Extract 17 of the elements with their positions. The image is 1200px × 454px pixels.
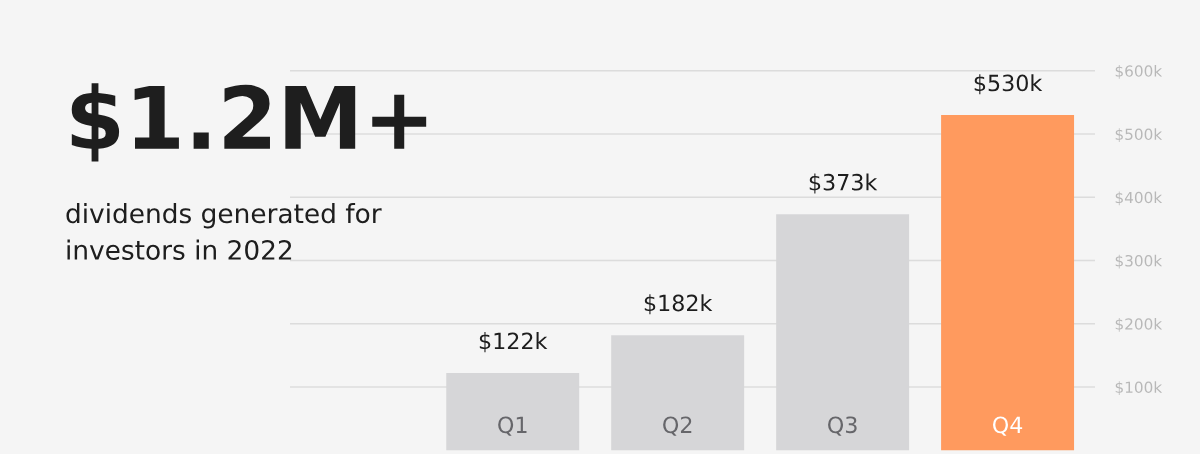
x-tick-label: Q3 [828,416,857,436]
y-tick-label: $100k [1115,381,1163,396]
text: $1.2M+ [71,83,427,162]
data-label: $530k [974,74,1043,95]
text: dividends generated for investors in 2022 [66,202,382,260]
y-tick-label: $500k [1115,128,1163,143]
data-label: $373k [809,173,878,194]
y-tick-label: $200k [1115,317,1163,332]
x-tick-label: Q1 [498,416,527,436]
y-tick-label: $400k [1115,191,1163,206]
data-label: $182k [644,294,713,315]
x-tick-label: Q2 [663,416,692,436]
y-tick-label: $300k [1115,254,1163,269]
y-tick-label: $600k [1115,65,1163,79]
data-label: $122k [479,332,548,353]
x-tick-label: Q4 [993,416,1023,436]
bar [941,115,1075,451]
